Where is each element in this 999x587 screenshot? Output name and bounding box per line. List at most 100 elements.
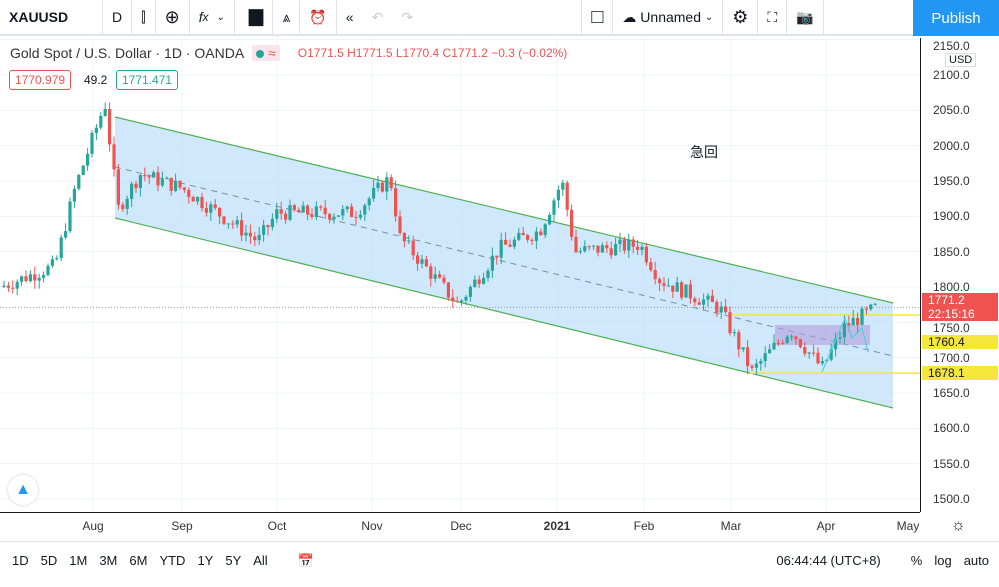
replay-icon[interactable]: «: [345, 9, 354, 25]
currency-label[interactable]: USD: [945, 53, 977, 67]
alert-icon[interactable]: ⏰: [300, 0, 337, 35]
candle-body: [442, 277, 446, 283]
candle-body: [719, 306, 723, 313]
plus-circle-icon[interactable]: ⊕: [156, 0, 190, 35]
candle-body: [138, 174, 142, 189]
publish-button[interactable]: Publish: [913, 0, 999, 36]
candle-body: [636, 246, 640, 250]
time-axis[interactable]: Aug Sep Oct Nov Dec 2021 Feb Mar Apr May: [0, 512, 920, 540]
time-tick: 2021: [543, 519, 571, 533]
range-1d[interactable]: 1D: [12, 553, 29, 568]
candle-body: [732, 332, 736, 334]
range-rectangle: [775, 325, 870, 345]
candle-body: [737, 332, 741, 350]
candle-body: [684, 284, 688, 298]
candle-body: [759, 361, 763, 364]
candle-body: [504, 239, 508, 245]
candle-body: [662, 283, 666, 286]
compare-icon[interactable]: ⩓: [273, 0, 301, 35]
tradingview-logo[interactable]: ▲: [8, 475, 38, 505]
candle-body: [640, 246, 644, 250]
candle-body: [728, 312, 732, 334]
candle-body: [81, 165, 85, 175]
price-tick: 1550.0: [933, 456, 970, 471]
candle-body: [112, 144, 116, 170]
gear-icon[interactable]: ⚙: [723, 0, 759, 35]
layout-name: Unnamed: [640, 9, 701, 25]
candle-body: [328, 214, 332, 220]
candle-body: [72, 188, 76, 202]
candle-body: [429, 266, 433, 279]
candle-body: [790, 336, 794, 338]
candle-body: [350, 206, 354, 218]
range-5d[interactable]: 5D: [40, 553, 58, 568]
goto-date-icon[interactable]: 📅: [297, 552, 314, 568]
range-all[interactable]: All: [253, 553, 268, 568]
price-axis[interactable]: USD 2150.0 2100.0 2050.0 2000.0 1950.0 1900.0…: [920, 38, 999, 512]
candle-body: [402, 233, 406, 242]
cloud-icon: ☁: [622, 8, 641, 25]
candle-body: [781, 342, 785, 344]
range-1y[interactable]: 1Y: [197, 553, 214, 568]
candle-body: [644, 246, 648, 263]
range-6m[interactable]: 6M: [129, 553, 148, 568]
undo-icon[interactable]: ↶: [371, 8, 384, 25]
candle-body: [552, 200, 556, 215]
candle-body: [873, 303, 877, 305]
candle-body: [288, 205, 292, 220]
candle-body: [389, 177, 393, 189]
candle-body: [517, 232, 521, 240]
candle-body: [653, 270, 657, 280]
camera-icon[interactable]: 📷: [787, 0, 824, 35]
templates-icon[interactable]: ▐█: [235, 0, 274, 35]
time-tick: Aug: [82, 519, 104, 533]
price-chart[interactable]: [0, 38, 920, 512]
candle-body: [248, 232, 252, 237]
candle-body: [829, 349, 833, 360]
price-tick: 2000.0: [933, 138, 970, 153]
candle-body: [68, 201, 72, 232]
candle-body: [508, 244, 512, 247]
price-tick: 1800.0: [933, 280, 970, 294]
buy-price[interactable]: 1771.471: [116, 70, 179, 90]
layout-button[interactable]: ☁ Unnamed ⌄: [613, 0, 724, 35]
chart-annotation[interactable]: 急回: [690, 144, 718, 160]
interval-button[interactable]: D: [103, 0, 133, 35]
price-label-level-1: 1760.4: [922, 335, 998, 349]
auto-toggle[interactable]: auto: [963, 553, 989, 568]
sell-price[interactable]: 1770.979: [9, 70, 72, 90]
candle-body: [270, 218, 274, 228]
symbol-search[interactable]: XAUUSD: [0, 0, 103, 35]
candle-body: [178, 180, 182, 188]
range-3m[interactable]: 3M: [99, 553, 118, 568]
candle-body: [666, 285, 670, 287]
candle-body: [451, 297, 455, 302]
time-tick: Feb: [633, 519, 655, 533]
candles-icon[interactable]: ⫿: [132, 0, 156, 35]
candle-body: [710, 295, 714, 303]
clock[interactable]: 06:44:44 (UTC+8): [776, 553, 881, 568]
candle-body: [627, 239, 631, 251]
range-1m[interactable]: 1M: [69, 553, 88, 568]
fullscreen-icon[interactable]: ⛶: [758, 0, 788, 35]
chart-legend: Gold Spot / U.S. Dollar · 1D · OANDA ≈ O…: [10, 45, 567, 61]
candle-body: [596, 245, 600, 253]
percent-toggle[interactable]: %: [910, 553, 923, 568]
candle-body: [649, 262, 653, 271]
candle-body: [416, 255, 420, 264]
candle-body: [702, 299, 706, 305]
candle-body: [860, 308, 864, 325]
candle-body: [108, 108, 112, 145]
range-5y[interactable]: 5Y: [225, 553, 242, 568]
redo-icon[interactable]: ↷: [392, 0, 583, 35]
settings-sun-icon[interactable]: ☼: [951, 517, 966, 534]
square-icon[interactable]: □: [582, 0, 614, 35]
range-ytd[interactable]: YTD: [159, 553, 186, 568]
candle-body: [592, 245, 596, 247]
log-toggle[interactable]: log: [934, 553, 952, 568]
candle-body: [820, 361, 824, 364]
candle-body: [28, 274, 32, 282]
candle-body: [385, 177, 389, 192]
